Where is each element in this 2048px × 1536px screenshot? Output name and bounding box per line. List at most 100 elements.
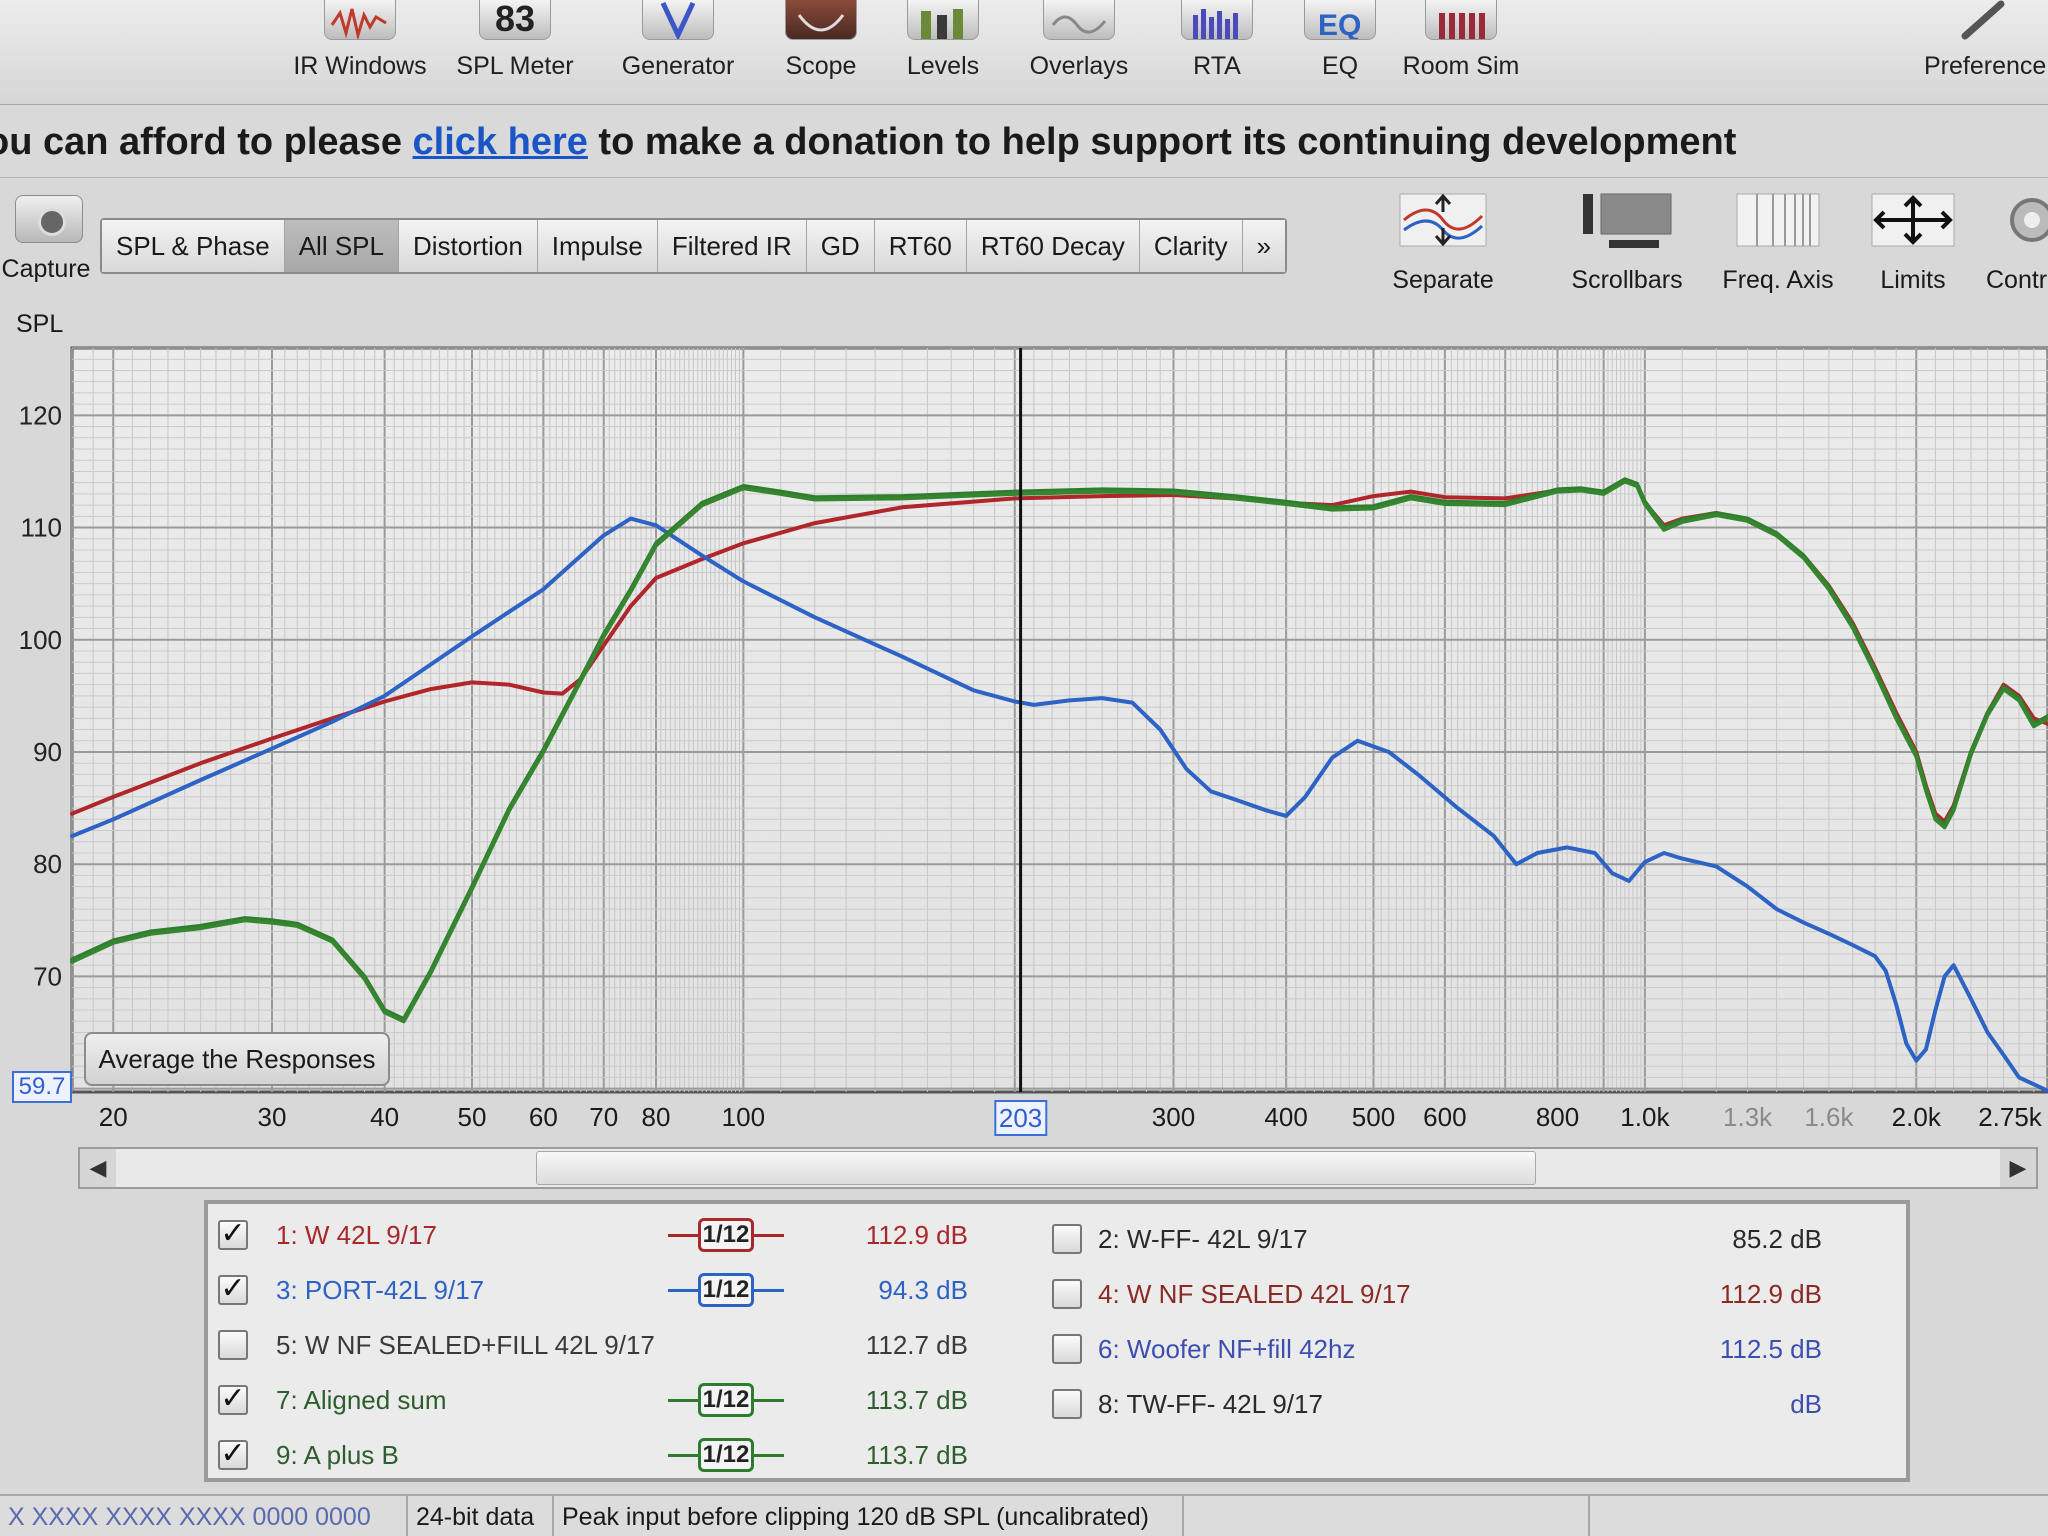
graph-tabs: SPL & Phase All SPL Distortion Impulse F… — [100, 218, 1288, 274]
y-tick-label: 90 — [33, 737, 62, 767]
tab-filtered-ir[interactable]: Filtered IR — [657, 220, 807, 272]
legend-item-9[interactable]: ✓ 9: A plus B 1/12 113.7 dB — [218, 1430, 978, 1480]
preferences-button[interactable]: Preference — [1910, 0, 2048, 100]
overlays-button[interactable]: Overlays — [1004, 0, 1154, 100]
ir-windows-icon — [324, 0, 396, 40]
legend-item-6[interactable]: 6: Woofer NF+fill 42hz 112.5 dB — [1052, 1324, 1892, 1374]
donation-link[interactable]: click here — [412, 121, 588, 163]
plot-area — [70, 346, 2048, 1094]
legend-item-3[interactable]: ✓ 3: PORT-42L 9/17 1/12 94.3 dB — [218, 1265, 978, 1315]
tab-all-spl[interactable]: All SPL — [284, 220, 399, 272]
smoothing-indicator-7[interactable]: 1/12 — [668, 1381, 784, 1419]
levels-button[interactable]: Levels — [868, 0, 1018, 100]
main-toolbar: IR Windows 83 SPL Meter Generator Scope … — [0, 0, 2048, 105]
spl-graph[interactable]: 120 110 100 90 80 70 — [0, 340, 2048, 1100]
x-tick-label: 2.0k — [1891, 1102, 1941, 1132]
generator-button[interactable]: Generator — [603, 0, 753, 100]
legend-checkbox-5[interactable] — [218, 1330, 248, 1360]
generator-icon — [642, 0, 714, 40]
response-curves — [70, 477, 2048, 1093]
gear-icon — [1944, 190, 2048, 250]
scroll-left-icon[interactable]: ◀ — [80, 1149, 116, 1187]
banner-text-before: ou can afford to please — [0, 121, 413, 163]
y-tick-label: 80 — [33, 849, 62, 879]
ir-windows-button[interactable]: IR Windows — [285, 0, 435, 100]
smoothing-indicator-1[interactable]: 1/12 — [668, 1216, 784, 1254]
tab-rt60-decay[interactable]: RT60 Decay — [966, 220, 1140, 272]
scroll-right-icon[interactable]: ▶ — [2000, 1149, 2036, 1187]
camera-icon — [15, 195, 83, 243]
legend-item-2[interactable]: 2: W-FF- 42L 9/17 85.2 dB — [1052, 1214, 1892, 1264]
x-tick-label: 2.75k — [1978, 1102, 2042, 1132]
status-bar: X XXXX XXXX XXXX 0000 0000 24-bit data P… — [0, 1494, 2048, 1536]
scrollbars-button[interactable]: Scrollbars — [1552, 190, 1702, 295]
status-bit-depth: 24-bit data — [408, 1496, 554, 1536]
tab-clarity[interactable]: Clarity — [1139, 220, 1243, 272]
x-tick-label: 1.0k — [1620, 1102, 1670, 1132]
legend-checkbox-4[interactable] — [1052, 1279, 1082, 1309]
rta-icon — [1181, 0, 1253, 40]
x-tick-label: 20 — [98, 1102, 128, 1132]
limits-button[interactable]: Limits — [1838, 190, 1988, 295]
tab-rt60[interactable]: RT60 — [874, 220, 967, 272]
x-tick-label: 1.6k — [1804, 1102, 1854, 1132]
x-tick-label: 70 — [589, 1102, 619, 1132]
overlays-icon — [1043, 0, 1115, 40]
controls-button[interactable]: Contr — [1944, 190, 2048, 295]
legend-checkbox-1[interactable]: ✓ — [218, 1219, 248, 1250]
tab-gd[interactable]: GD — [806, 220, 875, 272]
legend-item-1[interactable]: ✓ 1: W 42L 9/17 1/12 112.9 dB — [218, 1210, 978, 1260]
legend-checkbox-3[interactable]: ✓ — [218, 1274, 248, 1305]
y-tick-label: 100 — [19, 625, 62, 655]
legend-checkbox-9[interactable]: ✓ — [218, 1439, 248, 1470]
tab-impulse[interactable]: Impulse — [537, 220, 658, 272]
scrollbar-thumb[interactable] — [536, 1151, 1536, 1185]
freq-axis-button[interactable]: Freq. Axis — [1703, 190, 1853, 295]
tab-more[interactable]: » — [1242, 220, 1286, 272]
legend-checkbox-6[interactable] — [1052, 1334, 1082, 1364]
x-tick-label: 1.3k — [1723, 1102, 1773, 1132]
series-line-2 — [70, 516, 2048, 1093]
legend-item-5[interactable]: 5: W NF SEALED+FILL 42L 9/17 112.7 dB — [218, 1320, 978, 1370]
room-sim-icon — [1425, 0, 1497, 40]
preferences-icon — [1949, 0, 2021, 40]
cursor-frequency-box[interactable]: 203 — [993, 1100, 1048, 1136]
legend-checkbox-8[interactable] — [1052, 1389, 1082, 1419]
y-axis-min-value[interactable]: 59.7 — [12, 1071, 72, 1103]
scrollbars-icon — [1552, 190, 1702, 250]
svg-text:EQ: EQ — [1318, 9, 1361, 39]
legend-item-7[interactable]: ✓ 7: Aligned sum 1/12 113.7 dB — [218, 1375, 978, 1425]
y-tick-label: 70 — [33, 961, 62, 991]
eq-button[interactable]: EQ EQ — [1265, 0, 1415, 100]
rta-button[interactable]: RTA — [1142, 0, 1292, 100]
x-tick-label: 300 — [1151, 1102, 1196, 1132]
x-tick-label: 800 — [1535, 1102, 1580, 1132]
tab-distortion[interactable]: Distortion — [398, 220, 538, 272]
x-tick-label: 100 — [721, 1102, 766, 1132]
eq-icon: EQ — [1304, 0, 1376, 40]
room-sim-button[interactable]: Room Sim — [1386, 0, 1536, 100]
freq-axis-icon — [1703, 190, 1853, 250]
capture-button[interactable]: Capture — [2, 195, 94, 295]
legend-item-8[interactable]: 8: TW-FF- 42L 9/17 dB — [1052, 1379, 1892, 1429]
scope-button[interactable]: Scope — [746, 0, 896, 100]
y-axis-label: SPL — [16, 310, 64, 338]
tab-spl-phase[interactable]: SPL & Phase — [102, 220, 285, 272]
x-tick-label: 600 — [1423, 1102, 1467, 1132]
donation-banner: ou can afford to please click here to ma… — [0, 106, 2048, 178]
legend-checkbox-7[interactable]: ✓ — [218, 1384, 248, 1415]
average-responses-button[interactable]: Average the Responses — [84, 1032, 390, 1086]
series-line-4 — [70, 479, 2048, 1024]
smoothing-indicator-3[interactable]: 1/12 — [668, 1271, 784, 1309]
legend-item-4[interactable]: 4: W NF SEALED 42L 9/17 112.9 dB — [1052, 1269, 1892, 1319]
smoothing-indicator-9[interactable]: 1/12 — [668, 1436, 784, 1474]
status-peak-input: Peak input before clipping 120 dB SPL (u… — [554, 1496, 1184, 1536]
x-tick-label: 500 — [1351, 1102, 1396, 1132]
x-tick-label: 400 — [1264, 1102, 1308, 1132]
y-axis-ticks: 120 110 100 90 80 70 — [19, 400, 62, 991]
horizontal-scrollbar[interactable]: ◀ ▶ — [78, 1147, 2038, 1189]
spl-meter-button[interactable]: 83 SPL Meter — [456, 0, 574, 80]
x-tick-label: 60 — [528, 1102, 558, 1132]
separate-button[interactable]: Separate — [1368, 190, 1518, 295]
legend-checkbox-2[interactable] — [1052, 1224, 1082, 1254]
